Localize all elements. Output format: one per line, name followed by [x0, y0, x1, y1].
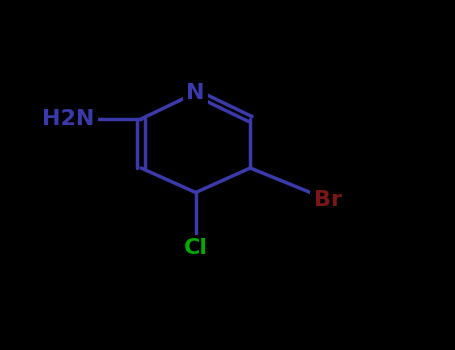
Text: Br: Br: [313, 189, 342, 210]
Text: H2N: H2N: [42, 109, 95, 129]
Text: N: N: [187, 83, 205, 103]
Text: Cl: Cl: [184, 238, 207, 259]
